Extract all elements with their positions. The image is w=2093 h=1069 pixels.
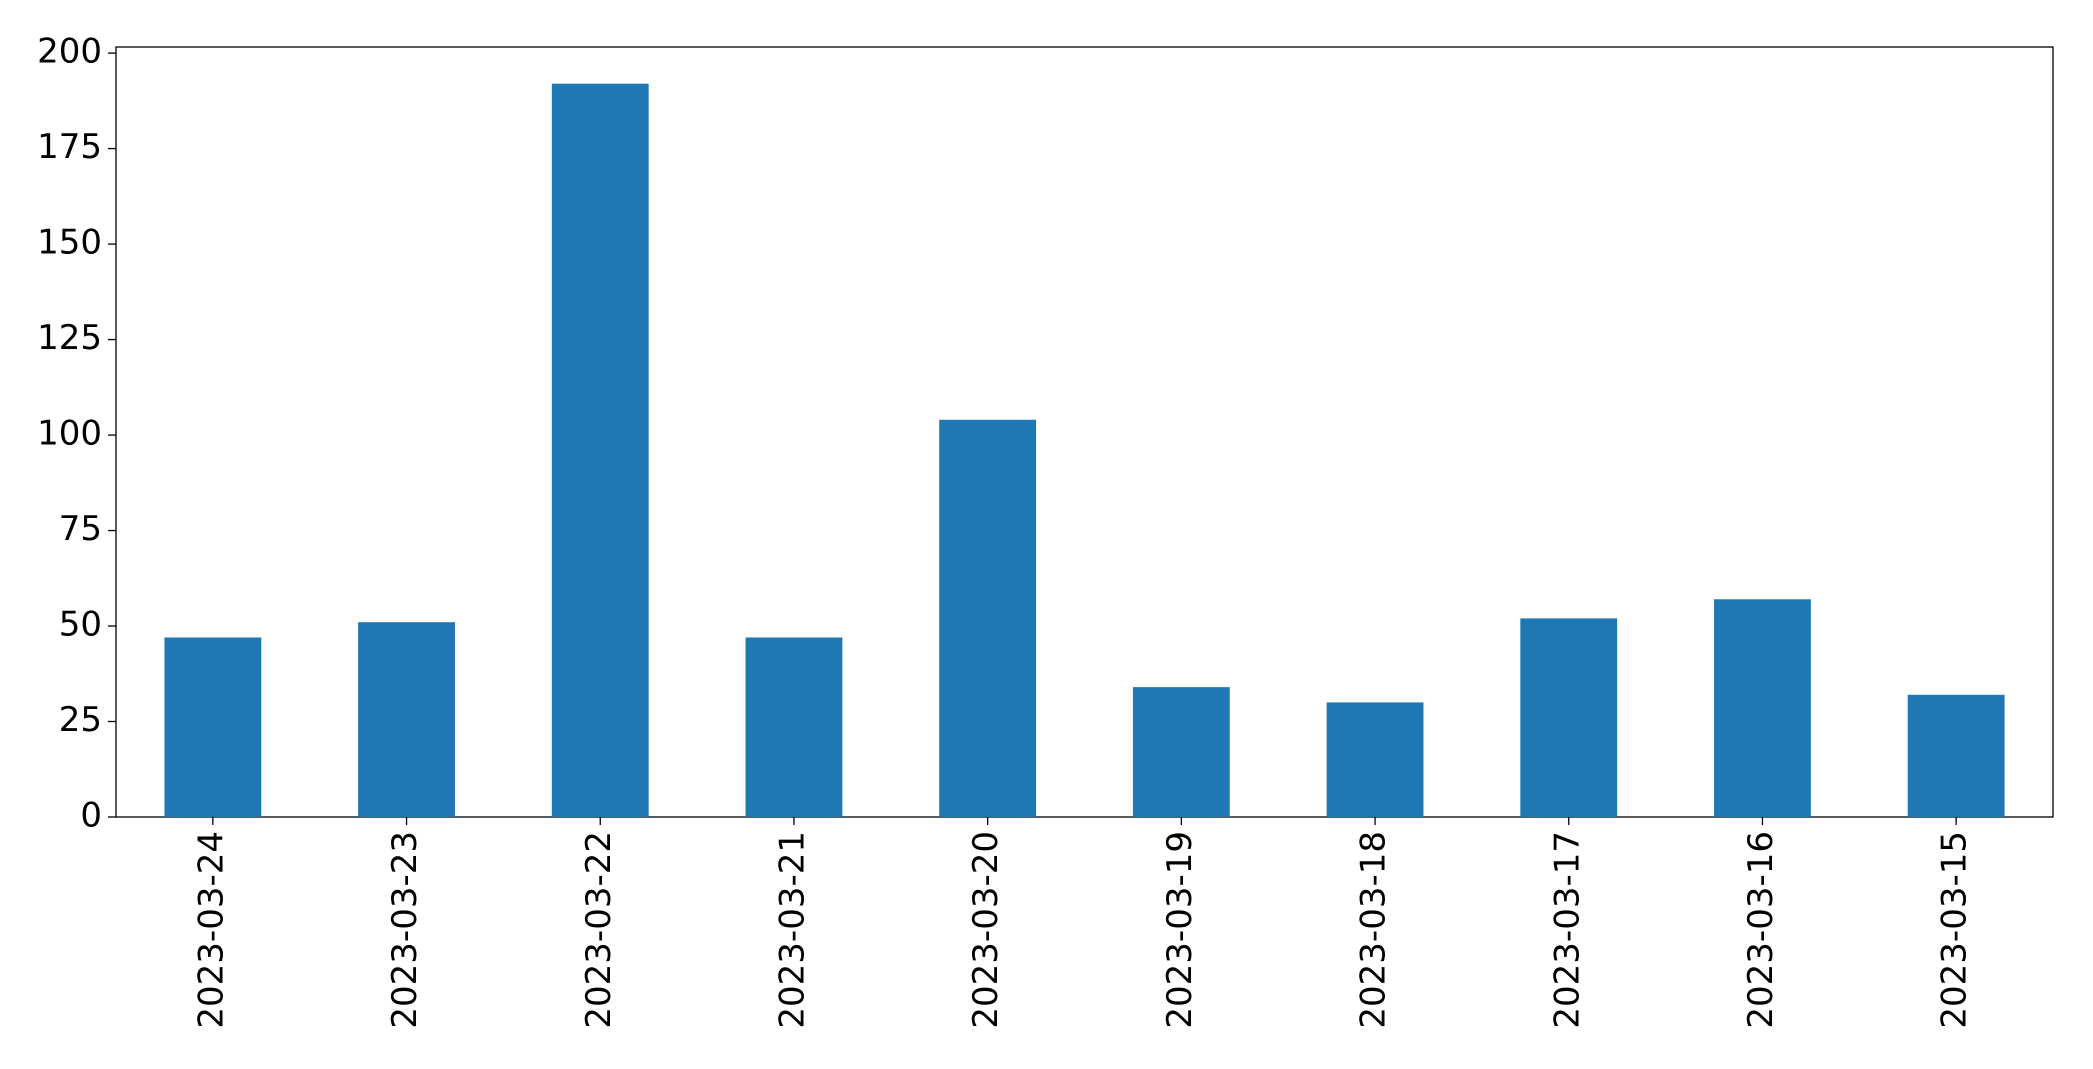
y-tick-label: 75 <box>59 509 102 549</box>
bar <box>358 622 455 817</box>
y-tick-label: 150 <box>37 223 102 263</box>
x-tick-label: 2023-03-18 <box>1354 831 1394 1029</box>
x-tick-label: 2023-03-20 <box>966 831 1006 1029</box>
x-tick-label: 2023-03-23 <box>385 831 425 1029</box>
x-tick-label: 2023-03-16 <box>1741 831 1781 1029</box>
y-tick-label: 0 <box>80 796 102 836</box>
y-tick-label: 50 <box>59 605 102 645</box>
y-tick-label: 100 <box>37 414 102 454</box>
bar <box>164 637 262 817</box>
x-tick-label: 2023-03-15 <box>1935 831 1975 1029</box>
x-tick-label: 2023-03-19 <box>1160 831 1200 1029</box>
bar <box>1714 599 1811 817</box>
x-tick-label: 2023-03-22 <box>579 831 619 1029</box>
y-tick-label: 125 <box>37 318 102 358</box>
bar <box>551 83 649 817</box>
bar <box>1326 702 1424 817</box>
y-tick-label: 25 <box>59 700 102 740</box>
y-tick-label: 175 <box>37 127 102 167</box>
bar <box>745 637 843 817</box>
plot-frame <box>115 46 2054 818</box>
x-tick-label: 2023-03-24 <box>191 831 231 1029</box>
x-tick-label: 2023-03-17 <box>1547 831 1587 1029</box>
bar <box>1907 694 2005 817</box>
bar <box>1132 687 1230 817</box>
bar <box>939 419 1037 817</box>
y-tick-label: 200 <box>37 32 102 72</box>
x-tick-label: 2023-03-21 <box>772 831 812 1029</box>
bar <box>1520 618 1618 817</box>
